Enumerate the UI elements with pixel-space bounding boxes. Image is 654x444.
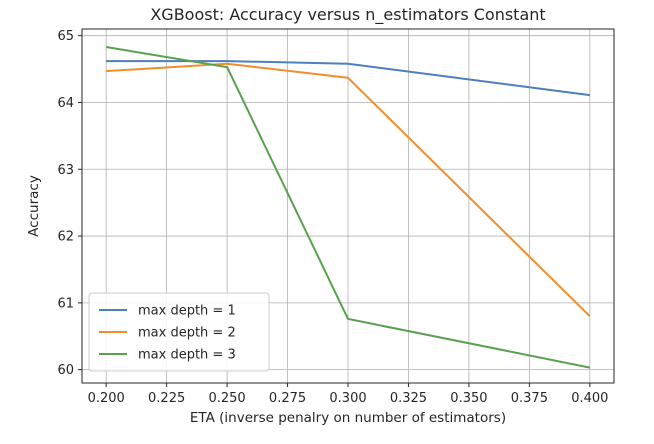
x-tick-label: 0.350 — [450, 391, 487, 406]
legend: max depth = 1 max depth = 2 max depth = 3 — [88, 292, 270, 372]
x-tick-label: 0.400 — [571, 391, 608, 406]
y-tick-label: 62 — [57, 230, 74, 245]
chart-title: XGBoost: Accuracy versus n_estimators Co… — [150, 5, 545, 25]
y-tick-label: 63 — [57, 163, 74, 178]
series-line-1 — [106, 60, 590, 97]
y-tick-label: 64 — [57, 96, 74, 111]
y-axis-ticks: 60 61 62 63 64 65 — [57, 29, 82, 378]
series-line-2 — [106, 62, 591, 317]
x-tick-label: 0.375 — [511, 391, 548, 406]
legend-label: max depth = 1 — [138, 304, 236, 319]
y-axis-label: Accuracy — [26, 175, 42, 237]
x-tick-label: 0.250 — [208, 391, 245, 406]
x-tick-label: 0.225 — [148, 391, 185, 406]
x-tick-label: 0.300 — [329, 391, 366, 406]
y-tick-label: 65 — [57, 29, 74, 44]
legend-box — [88, 292, 270, 372]
x-axis-label: ETA (inverse penalry on number of estima… — [190, 410, 506, 426]
series-line-3 — [106, 46, 590, 369]
x-tick-label: 0.325 — [390, 391, 427, 406]
legend-label: max depth = 3 — [138, 348, 236, 363]
x-tick-label: 0.200 — [88, 391, 125, 406]
y-tick-label: 60 — [57, 363, 74, 378]
legend-label: max depth = 2 — [138, 326, 236, 341]
series-lines — [106, 46, 591, 369]
y-tick-label: 61 — [57, 296, 74, 311]
x-tick-label: 0.275 — [269, 391, 306, 406]
x-axis-ticks: 0.200 0.225 0.250 0.275 0.300 0.325 0.350 0.375… — [88, 383, 608, 406]
